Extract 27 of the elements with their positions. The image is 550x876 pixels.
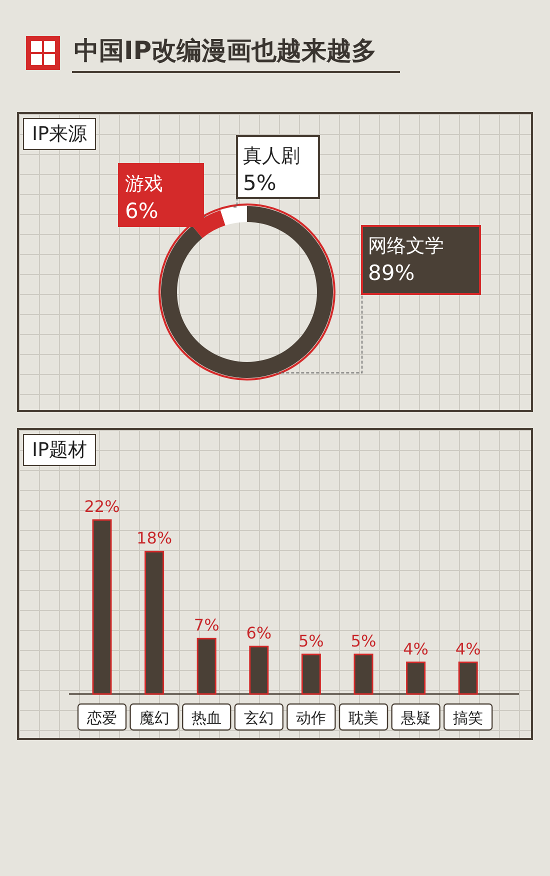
x-tick-label: 热血 xyxy=(192,709,222,727)
data-label: 6% xyxy=(125,199,158,223)
data-label: 5% xyxy=(298,631,324,650)
x-tick-label: 恋爱 xyxy=(86,709,117,727)
slice-label: 真人剧 xyxy=(243,145,300,167)
data-label: 5% xyxy=(243,171,276,195)
data-label: 89% xyxy=(368,261,415,285)
x-tick-label: 魔幻 xyxy=(139,709,170,727)
data-label: 22% xyxy=(84,497,120,516)
data-label: 7% xyxy=(194,616,220,635)
data-label: 6% xyxy=(246,624,272,643)
data-label: 4% xyxy=(403,639,428,658)
x-tick-label: 悬疑 xyxy=(400,709,431,727)
data-label: 18% xyxy=(136,528,172,548)
data-label: 5% xyxy=(350,631,376,650)
chart-title: 中国IP改编漫画也越来越多 xyxy=(74,35,377,67)
chart-title: IP题材 xyxy=(23,434,96,466)
chart-subtitle: IP来源 xyxy=(23,118,96,150)
donut-slice xyxy=(220,206,247,226)
data-label: 4% xyxy=(455,639,481,658)
x-tick-label: 动作 xyxy=(296,709,326,727)
donut-slice xyxy=(161,206,333,378)
slice-label: 网络文学 xyxy=(368,235,444,257)
slice-label: 游戏 xyxy=(125,173,163,195)
x-tick-label: 玄幻 xyxy=(244,709,274,727)
x-tick-label: 搞笑 xyxy=(453,709,484,727)
x-tick-label: 耽美 xyxy=(348,709,378,727)
